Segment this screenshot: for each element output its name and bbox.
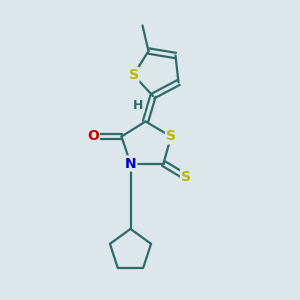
Text: S: S (181, 170, 191, 184)
Text: N: N (125, 157, 136, 170)
Text: H: H (133, 99, 143, 112)
Text: O: O (87, 130, 99, 143)
Text: S: S (128, 68, 139, 82)
Text: S: S (166, 130, 176, 143)
